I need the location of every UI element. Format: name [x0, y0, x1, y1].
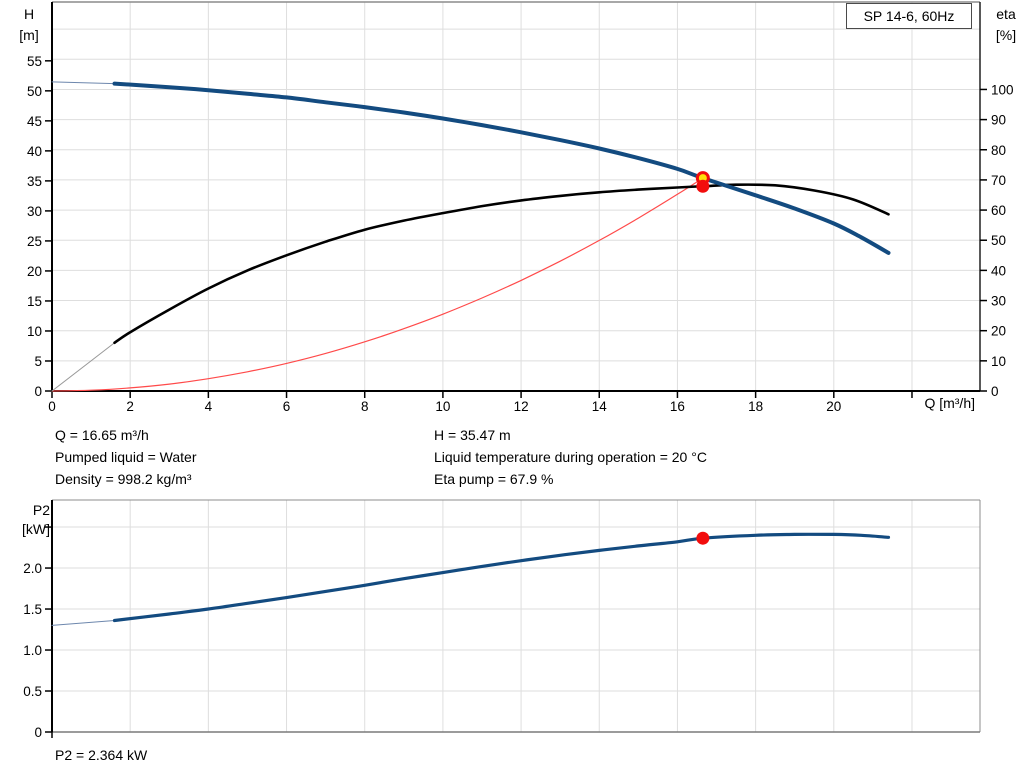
svg-text:6: 6 — [283, 399, 291, 414]
duty-point-eta[interactable] — [696, 179, 710, 193]
svg-text:45: 45 — [27, 114, 42, 129]
svg-text:1.5: 1.5 — [23, 602, 42, 617]
svg-text:1.0: 1.0 — [23, 643, 42, 658]
eta-axis-label-unit: [%] — [995, 27, 1017, 43]
head-curve[interactable] — [112, 81, 891, 255]
duty-point-p2[interactable] — [696, 531, 710, 545]
svg-text:90: 90 — [991, 113, 1006, 128]
svg-text:60: 60 — [991, 203, 1006, 218]
eta-pump-annotation: Eta pump = 67.9 % — [434, 471, 554, 487]
svg-text:0.5: 0.5 — [23, 684, 42, 699]
head-curve-lead — [51, 81, 116, 85]
svg-text:10: 10 — [435, 399, 450, 414]
svg-text:2: 2 — [126, 399, 134, 414]
svg-text:5: 5 — [34, 354, 42, 369]
svg-text:35: 35 — [27, 174, 42, 189]
density-annotation: Density = 998.2 kg/m³ — [55, 471, 192, 487]
h-axis-label: H [m] — [7, 4, 51, 46]
svg-text:40: 40 — [991, 263, 1006, 278]
p2-curve-lead — [51, 620, 116, 626]
svg-text:0: 0 — [48, 399, 56, 414]
svg-text:4: 4 — [205, 399, 213, 414]
svg-text:20: 20 — [826, 399, 841, 414]
svg-text:50: 50 — [27, 84, 42, 99]
svg-text:55: 55 — [27, 54, 42, 69]
svg-text:30: 30 — [991, 294, 1006, 309]
p2-annotation: P2 = 2.364 kW — [55, 747, 148, 763]
liquid-temp-annotation: Liquid temperature during operation = 20… — [434, 449, 707, 465]
q-axis-label: Q [m³/h] — [924, 395, 975, 411]
pumped-liquid-annotation: Pumped liquid = Water — [55, 449, 197, 465]
eta-axis-label: eta [%] — [988, 4, 1024, 46]
svg-text:0: 0 — [34, 725, 42, 740]
svg-text:20: 20 — [27, 264, 42, 279]
svg-text:30: 30 — [27, 204, 42, 219]
svg-text:14: 14 — [592, 399, 608, 414]
eta-axis-label-symbol: eta — [996, 6, 1016, 22]
p2-axis-label-unit: [kW] — [22, 521, 50, 537]
svg-text:8: 8 — [361, 399, 369, 414]
efficiency-curve[interactable] — [113, 183, 890, 345]
p2-axis-label-symbol: P2 — [32, 502, 50, 518]
svg-text:12: 12 — [514, 399, 529, 414]
svg-text:50: 50 — [991, 233, 1006, 248]
h-axis-label-symbol: H — [23, 6, 35, 22]
flow-annotation: Q = 16.65 m³/h — [55, 427, 149, 443]
svg-text:16: 16 — [670, 399, 685, 414]
svg-text:70: 70 — [991, 173, 1006, 188]
efficiency-curve-lead — [51, 342, 116, 392]
svg-text:10: 10 — [991, 354, 1006, 369]
svg-text:2.0: 2.0 — [23, 561, 42, 576]
p2-curve[interactable] — [112, 532, 891, 623]
h-axis-label-unit: [m] — [19, 27, 39, 43]
svg-text:80: 80 — [991, 143, 1006, 158]
svg-text:0: 0 — [991, 384, 999, 399]
curve-label-box: SP 14-6, 60Hz — [846, 3, 972, 29]
svg-text:18: 18 — [748, 399, 763, 414]
svg-text:10: 10 — [27, 324, 42, 339]
svg-text:100: 100 — [991, 82, 1014, 97]
system-curve — [51, 177, 704, 392]
svg-text:25: 25 — [27, 234, 42, 249]
svg-text:0: 0 — [34, 384, 42, 399]
svg-text:40: 40 — [27, 144, 42, 159]
svg-text:20: 20 — [991, 324, 1006, 339]
svg-text:15: 15 — [27, 294, 42, 309]
head-annotation: H = 35.47 m — [434, 427, 511, 443]
p2-axis-label: P2 [kW] — [0, 501, 50, 539]
